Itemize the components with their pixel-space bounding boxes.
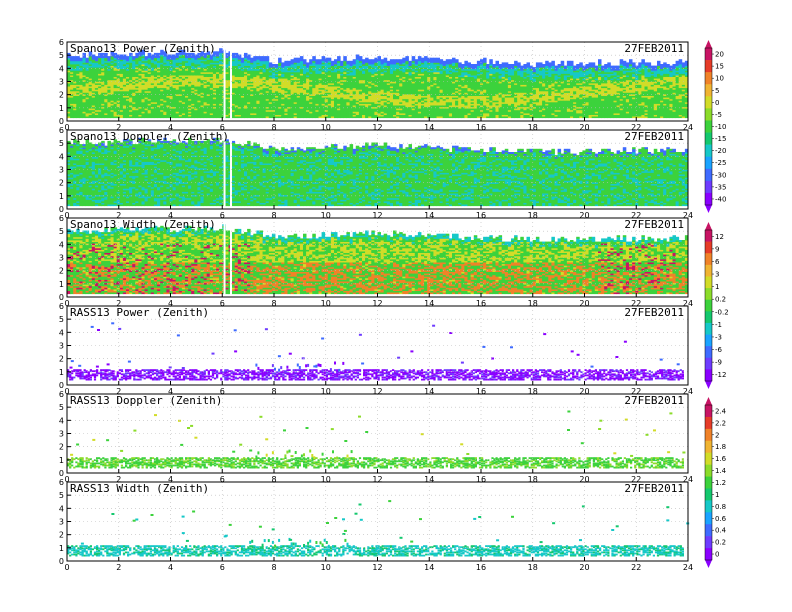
heatmap-cell	[107, 56, 111, 58]
heatmap-cell	[300, 56, 304, 58]
heatmap-cell	[325, 58, 329, 60]
heatmap-cell	[145, 56, 149, 58]
heatmap-cell	[263, 56, 267, 58]
heatmap-cell	[235, 53, 239, 55]
heatmap-cell	[319, 59, 323, 61]
heatmap-cell	[343, 56, 347, 58]
heatmap-cell	[334, 59, 338, 61]
heatmap-cell	[250, 58, 254, 60]
heatmap-cell	[331, 61, 335, 63]
heatmap-cell	[216, 51, 220, 53]
heatmap-cell	[247, 55, 251, 57]
heatmap-cell	[346, 61, 350, 63]
profiler-figure: 01234560 2 4 6 8 10 12 14 16 18 20 22 24Spano13 Powe…	[0, 0, 792, 612]
heatmap-cell	[312, 56, 316, 58]
heatmap-cell	[241, 58, 245, 60]
heatmap-cell	[260, 56, 264, 58]
heatmap-cell	[284, 61, 288, 63]
heatmap-cell	[303, 59, 307, 61]
heatmap-cell	[340, 61, 344, 63]
heatmap-cell	[225, 53, 229, 55]
heatmap-cell	[315, 59, 319, 61]
heatmap-cell	[294, 58, 298, 60]
heatmap-cell	[73, 56, 77, 58]
heatmap-cell	[256, 56, 260, 58]
heatmap-cell	[281, 62, 285, 64]
heatmap-cell	[306, 62, 310, 64]
heatmap-cell	[132, 56, 136, 58]
heatmap-cell	[95, 56, 99, 58]
heatmap-cell	[322, 56, 326, 58]
heatmap-cell	[353, 59, 357, 61]
heatmap-cell	[232, 53, 236, 55]
heatmap-cell	[272, 64, 276, 66]
heatmap-cell	[328, 58, 332, 60]
heatmap-cell	[86, 58, 90, 60]
heatmap-cell	[337, 56, 341, 58]
heatmap-cell	[288, 61, 292, 63]
heatmap-cell	[238, 55, 242, 57]
heatmap-cell	[275, 64, 279, 66]
heatmap-cell	[126, 56, 130, 58]
heatmap-cell	[76, 56, 80, 58]
heatmap-cell	[244, 53, 248, 55]
heatmap-cell	[350, 61, 354, 63]
heatmap-cell	[309, 59, 313, 61]
heatmap-cell	[269, 62, 273, 64]
heatmap-cell	[278, 58, 282, 60]
heatmap-cell	[291, 59, 295, 61]
heatmap-cell	[266, 56, 270, 58]
heatmap-cell	[70, 56, 74, 58]
heatmap-cell	[356, 55, 360, 57]
heatmap-cell	[219, 48, 223, 50]
heatmap-cell	[253, 56, 256, 58]
heatmap-cell	[297, 58, 301, 60]
heatmap-cell	[79, 58, 83, 60]
